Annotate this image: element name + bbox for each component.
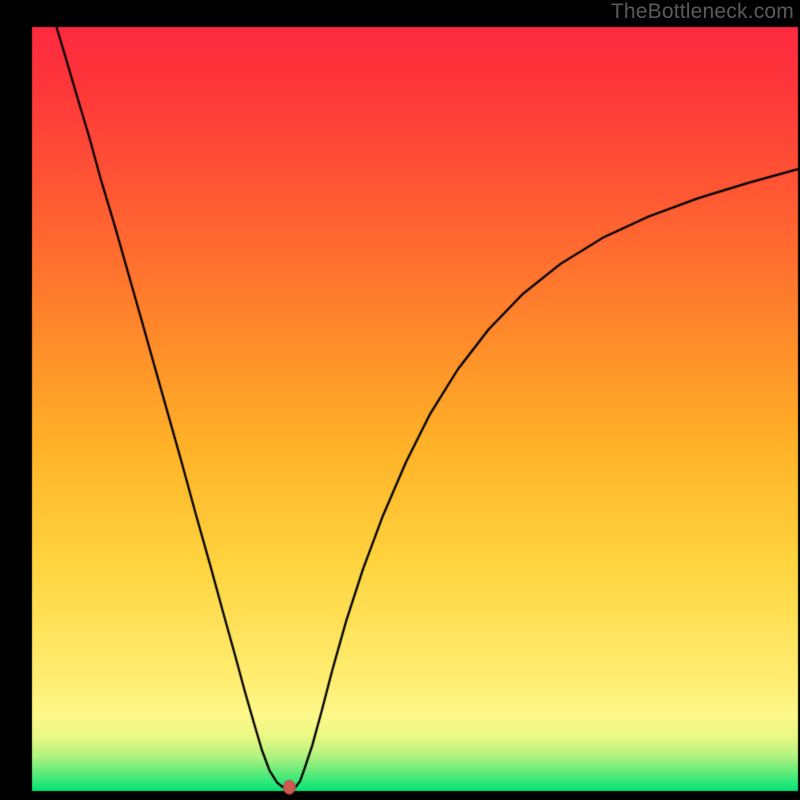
chart-container: TheBottleneck.com — [0, 0, 800, 800]
watermark-text: TheBottleneck.com — [611, 0, 794, 24]
bottleneck-curve-chart — [0, 0, 800, 800]
